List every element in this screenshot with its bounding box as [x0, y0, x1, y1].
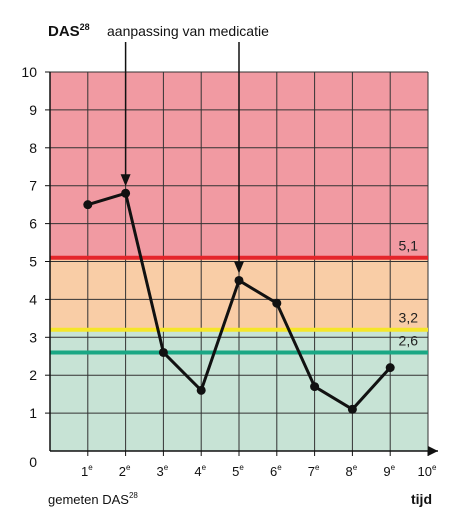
annotation-layer	[120, 42, 244, 274]
x-tick-number: 10	[418, 464, 432, 479]
x-tick-label: 4e	[194, 463, 206, 479]
data-point	[83, 200, 93, 210]
x-tick-label: 3e	[157, 463, 169, 479]
x-tick-suffix: e	[391, 463, 396, 472]
origin-label: 0	[29, 454, 37, 470]
x-tick-number: 2	[119, 464, 126, 479]
x-tick-label: 2e	[119, 463, 131, 479]
data-point	[234, 275, 244, 285]
threshold-label: 3,2	[399, 310, 419, 326]
x-tick-number: 5	[232, 464, 239, 479]
data-point	[272, 298, 282, 308]
y-tick-label: 5	[29, 254, 37, 270]
data-point	[196, 385, 206, 395]
y-tick-label: 4	[29, 291, 37, 307]
x-tick-suffix: e	[202, 463, 207, 472]
x-tick-number: 6	[270, 464, 277, 479]
threshold-label: 5,1	[399, 238, 419, 254]
x-tick-suffix: e	[432, 463, 437, 472]
x-tick-suffix: e	[88, 463, 93, 472]
y-tick-label: 10	[21, 64, 37, 80]
x-tick-suffix: e	[277, 463, 282, 472]
x-tick-label: 5e	[232, 463, 244, 479]
bottom-label-main: gemeten DAS	[48, 492, 129, 507]
x-tick-label: 10e	[418, 463, 437, 479]
y-tick-label: 2	[29, 367, 37, 383]
y-tick-label: 1	[29, 405, 37, 421]
data-point	[310, 382, 320, 392]
y-axis-title-sup: 28	[80, 22, 90, 32]
x-tick-number: 4	[194, 464, 201, 479]
x-tick-suffix: e	[239, 463, 244, 472]
y-tick-label: 8	[29, 140, 37, 156]
threshold-label: 2,6	[399, 332, 419, 348]
x-tick-suffix: e	[353, 463, 358, 472]
x-axis-title: tijd	[411, 491, 432, 507]
y-tick-label: 7	[29, 178, 37, 194]
y-tick-label: 6	[29, 216, 37, 232]
x-tick-number: 7	[308, 464, 315, 479]
series-layer	[83, 188, 395, 414]
x-tick-suffix: e	[315, 463, 320, 472]
x-axis-arrow-icon	[428, 446, 438, 456]
data-point	[158, 347, 168, 357]
data-point	[385, 363, 395, 373]
x-tick-label: 9e	[383, 463, 395, 479]
x-tick-label: 6e	[270, 463, 282, 479]
x-tick-number: 3	[157, 464, 164, 479]
data-point	[347, 404, 357, 414]
arrow-down-icon	[234, 261, 244, 274]
x-tick-number: 1	[81, 464, 88, 479]
y-axis-title-main: DAS	[48, 23, 80, 40]
x-tick-number: 8	[346, 464, 353, 479]
bottom-label-sup: 28	[129, 491, 138, 500]
x-tick-label: 8e	[346, 463, 358, 479]
x-tick-suffix: e	[126, 463, 131, 472]
x-tick-number: 9	[383, 464, 390, 479]
x-tick-label: 1e	[81, 463, 93, 479]
y-tick-label: 3	[29, 329, 37, 345]
arrow-down-icon	[120, 174, 131, 187]
bottom-label: gemeten DAS28	[48, 491, 138, 507]
annotation-label: aanpassing van medicatie	[107, 23, 269, 39]
data-point	[121, 188, 131, 198]
y-tick-label: 9	[29, 102, 37, 118]
y-axis-title: DAS28	[48, 22, 90, 40]
x-tick-label: 7e	[308, 463, 320, 479]
x-tick-suffix: e	[164, 463, 169, 472]
